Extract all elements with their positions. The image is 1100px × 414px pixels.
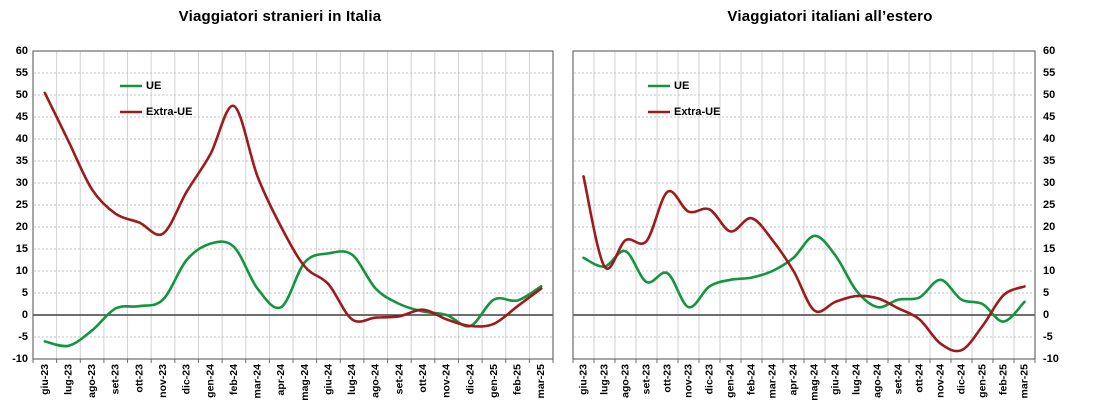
x-tick-label: ago-23 bbox=[620, 364, 632, 398]
x-tick-label: set-23 bbox=[110, 364, 122, 395]
y-tick-label: 45 bbox=[1043, 111, 1055, 123]
legend-label-ue: UE bbox=[674, 80, 689, 92]
legend-label-extra-ue: Extra-UE bbox=[674, 106, 720, 118]
y-tick-label: 55 bbox=[16, 67, 28, 79]
y-tick-label: 45 bbox=[16, 111, 28, 123]
x-tick-label: mar-24 bbox=[252, 364, 264, 399]
x-tick-label: mag-24 bbox=[809, 364, 821, 401]
y-tick-label: 60 bbox=[1043, 45, 1055, 57]
x-tick-label: ago-23 bbox=[86, 364, 98, 398]
x-tick-label: gen-24 bbox=[725, 364, 737, 398]
series-line-extra-ue bbox=[43, 91, 543, 328]
x-tick-label: set-24 bbox=[893, 364, 905, 395]
y-tick-label: 0 bbox=[1043, 309, 1049, 321]
x-tick-label: apr-24 bbox=[788, 364, 800, 396]
y-tick-label: -10 bbox=[1043, 353, 1059, 365]
x-tick-label: lug-24 bbox=[346, 364, 358, 395]
x-tick-label: ott-24 bbox=[914, 364, 926, 393]
y-tick-label: 20 bbox=[1043, 221, 1055, 233]
x-tick-label: lug-24 bbox=[851, 364, 863, 395]
y-tick-label: 55 bbox=[1043, 67, 1055, 79]
y-tick-label: 60 bbox=[16, 45, 28, 57]
y-tick-label: 25 bbox=[1043, 199, 1055, 211]
chart-title-italiani: Viaggiatori italiani all’estero bbox=[727, 8, 933, 25]
x-tick-label: giu-24 bbox=[830, 364, 842, 395]
x-tick-label: feb-25 bbox=[998, 364, 1010, 395]
y-tick-label: 15 bbox=[16, 243, 28, 255]
y-tick-label: 10 bbox=[1043, 265, 1055, 277]
series-line-extra-ue bbox=[582, 175, 1026, 353]
x-tick-label: giu-23 bbox=[39, 364, 51, 395]
x-tick-label: mar-24 bbox=[767, 364, 779, 399]
y-tick-label: 5 bbox=[22, 287, 28, 299]
x-tick-label: gen-25 bbox=[488, 364, 500, 398]
legend-label-extra-ue: Extra-UE bbox=[146, 106, 192, 118]
y-tick-label: -10 bbox=[12, 353, 28, 365]
x-tick-label: dic-24 bbox=[464, 364, 476, 395]
y-tick-label: 0 bbox=[22, 309, 28, 321]
y-tick-label: 10 bbox=[16, 265, 28, 277]
y-tick-label: 15 bbox=[1043, 243, 1055, 255]
x-tick-label: feb-25 bbox=[512, 364, 524, 395]
x-tick-label: gen-25 bbox=[977, 364, 989, 398]
y-tick-label: 35 bbox=[16, 155, 28, 167]
x-tick-label: giu-24 bbox=[322, 364, 334, 395]
x-tick-label: lug-23 bbox=[62, 364, 74, 395]
x-tick-label: giu-23 bbox=[578, 364, 590, 395]
x-tick-label: nov-23 bbox=[683, 364, 695, 398]
x-tick-label: ott-23 bbox=[133, 364, 145, 393]
x-tick-label: nov-24 bbox=[935, 364, 947, 398]
x-tick-label: set-23 bbox=[641, 364, 653, 395]
y-tick-label: 30 bbox=[1043, 177, 1055, 189]
x-tick-label: feb-24 bbox=[228, 364, 240, 395]
y-tick-label: -5 bbox=[18, 331, 28, 343]
x-tick-label: lug-23 bbox=[599, 364, 611, 395]
x-tick-label: ott-23 bbox=[662, 364, 674, 393]
y-tick-label: 35 bbox=[1043, 155, 1055, 167]
y-tick-label: 40 bbox=[16, 133, 28, 145]
x-tick-label: dic-24 bbox=[956, 364, 968, 395]
x-tick-label: feb-24 bbox=[746, 364, 758, 395]
chart-title-stranieri: Viaggiatori stranieri in Italia bbox=[178, 8, 382, 25]
legend-label-ue: UE bbox=[146, 80, 161, 92]
x-tick-label: ago-24 bbox=[370, 364, 382, 398]
y-tick-label: 50 bbox=[1043, 89, 1055, 101]
series-line-ue bbox=[582, 234, 1026, 323]
y-tick-label: 25 bbox=[16, 199, 28, 211]
x-tick-label: ago-24 bbox=[872, 364, 884, 398]
y-tick-label: 20 bbox=[16, 221, 28, 233]
x-tick-label: dic-23 bbox=[181, 364, 193, 395]
x-tick-label: apr-24 bbox=[275, 364, 287, 396]
x-tick-label: mag-24 bbox=[299, 364, 311, 401]
x-tick-label: mar-25 bbox=[1019, 364, 1031, 399]
y-tick-label: -5 bbox=[1043, 331, 1053, 343]
y-tick-label: 30 bbox=[16, 177, 28, 189]
x-tick-label: mar-25 bbox=[535, 364, 547, 399]
x-tick-label: ott-24 bbox=[417, 364, 429, 393]
y-tick-label: 40 bbox=[1043, 133, 1055, 145]
x-tick-label: nov-24 bbox=[441, 364, 453, 398]
x-tick-label: nov-23 bbox=[157, 364, 169, 398]
y-tick-label: 50 bbox=[16, 89, 28, 101]
x-tick-label: dic-23 bbox=[704, 364, 716, 395]
x-tick-label: set-24 bbox=[393, 364, 405, 395]
x-tick-label: gen-24 bbox=[204, 364, 216, 398]
y-tick-label: 5 bbox=[1043, 287, 1049, 299]
